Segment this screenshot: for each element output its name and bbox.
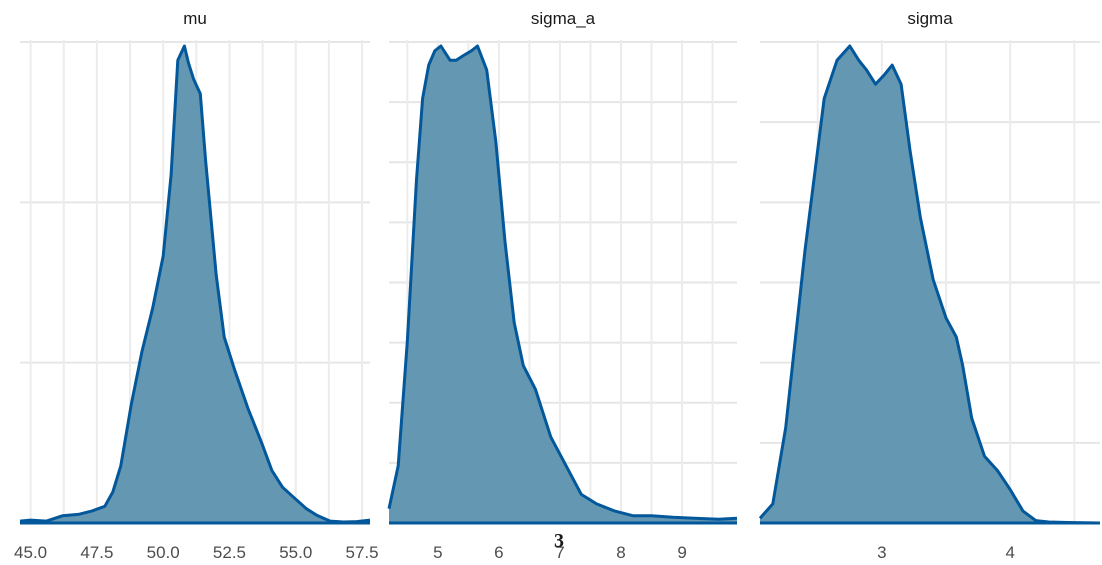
x-tick-label: 4 bbox=[1005, 543, 1014, 562]
density-line-mu bbox=[19, 44, 371, 524]
x-tick-label: 52.5 bbox=[213, 543, 246, 562]
panel-title: sigma bbox=[907, 9, 953, 28]
x-tick-label: 57.5 bbox=[345, 543, 378, 562]
panel-sigma: sigma 3 4 bbox=[758, 9, 1101, 562]
panel-sigma-a: sigma_a 5 6 7 8 9 bbox=[387, 9, 738, 562]
density-area-sigma-a bbox=[389, 46, 737, 523]
x-tick-label: 7 bbox=[555, 543, 564, 562]
density-area-mu bbox=[20, 46, 370, 523]
x-tick-label: 5 bbox=[433, 543, 442, 562]
density-area-sigma bbox=[760, 46, 1100, 523]
x-tick-label: 50.0 bbox=[147, 543, 180, 562]
x-tick-label: 45.0 bbox=[14, 543, 47, 562]
figure-footer-number: 3 bbox=[554, 530, 564, 552]
x-tick-label: 9 bbox=[677, 543, 686, 562]
x-tick-label: 6 bbox=[494, 543, 503, 562]
x-tick-label: 3 bbox=[877, 543, 886, 562]
x-tick-label: 47.5 bbox=[80, 543, 113, 562]
x-tick-label: 55.0 bbox=[279, 543, 312, 562]
panel-title: mu bbox=[183, 9, 207, 28]
x-tick-label: 8 bbox=[616, 543, 625, 562]
panel-mu: mu 45.0 47.5 50.0 52.5 55.0 57.5 bbox=[14, 9, 379, 562]
density-line-sigma-a bbox=[387, 44, 738, 521]
panel-title: sigma_a bbox=[531, 9, 596, 28]
density-line-sigma bbox=[758, 44, 1101, 525]
